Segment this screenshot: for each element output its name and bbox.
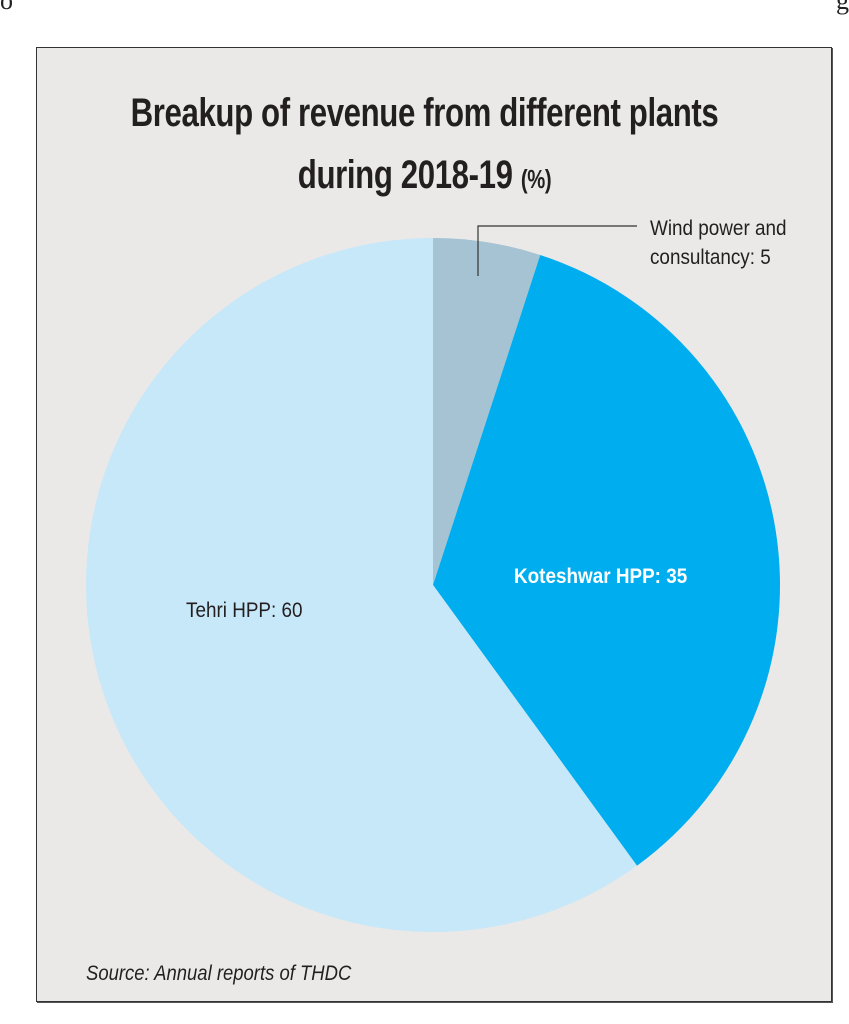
label-wind-line1: Wind power and <box>650 217 787 240</box>
label-wind-line2: consultancy: 5 <box>650 246 771 269</box>
label-tehri: Tehri HPP: 60 <box>186 599 303 622</box>
clipped-text-right: g <box>836 0 849 15</box>
chart-title-text: Breakup of revenue from different plants… <box>130 91 719 197</box>
pie-slice-wind-power-and-consultancy <box>433 238 541 585</box>
clipped-text-left: o <box>0 0 13 15</box>
wind-leader-line <box>477 225 637 276</box>
label-koteshwar: Koteshwar HPP: 35 <box>514 565 687 588</box>
pie-slice-tehri-hpp <box>85 238 637 933</box>
source-note: Source: Annual reports of THDC <box>86 962 352 985</box>
chart-title-unit: (%) <box>520 164 552 194</box>
pie-slice-koteshwar-hpp <box>433 254 780 866</box>
chart-title: Breakup of revenue from different plants… <box>93 82 755 210</box>
